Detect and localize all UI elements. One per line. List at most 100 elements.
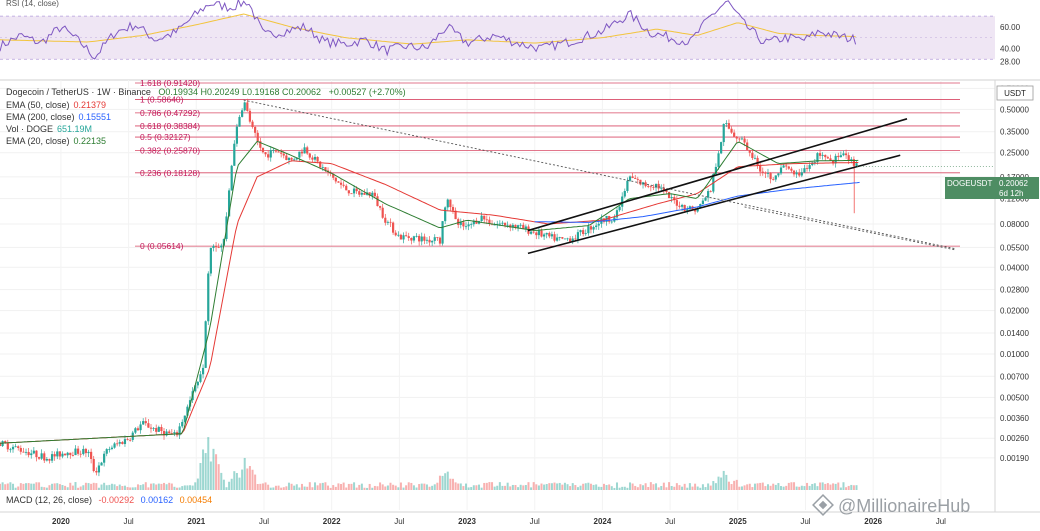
volume-bar [478, 484, 481, 490]
volume-bar [668, 482, 671, 490]
candle-body [342, 184, 345, 186]
candle-body [839, 155, 842, 158]
volume-bar [756, 483, 759, 490]
candle-body [829, 158, 832, 161]
volume-bar [157, 483, 160, 490]
candle-body [306, 147, 309, 154]
candle-body [259, 141, 262, 148]
volume-bar [725, 474, 728, 490]
volume-bar [264, 482, 267, 490]
volume-bar [683, 483, 686, 490]
legend-volume: Vol · DOGE 651.19M [6, 124, 92, 134]
candle-body [425, 239, 429, 241]
candle-body [722, 123, 725, 143]
volume-bar [155, 484, 158, 490]
volume-bar [582, 483, 585, 490]
volume-bar [123, 485, 126, 490]
volume-bar [444, 473, 447, 490]
candle-body [818, 153, 822, 156]
volume-bar [642, 485, 645, 490]
candle-body [217, 247, 220, 249]
volume-bar [829, 484, 832, 490]
volume-bar [274, 485, 277, 490]
volume-bar [181, 486, 184, 490]
candle-body [449, 199, 452, 208]
candle-body [535, 232, 538, 236]
candle-body [170, 433, 173, 434]
volume-bar [720, 477, 723, 490]
volume-bar [110, 483, 113, 490]
y-tick-label: 0.00360 [1000, 414, 1029, 423]
volume-bar [589, 483, 592, 490]
candle-body [785, 165, 788, 167]
candle-body [355, 188, 358, 192]
candle-body [103, 453, 106, 463]
candle-body [316, 156, 319, 162]
volume-bar [467, 487, 470, 490]
candle-body [32, 450, 35, 454]
candle-body [17, 446, 20, 448]
volume-bar [147, 487, 150, 490]
candle-body [584, 233, 587, 235]
y-tick-label: 0.01000 [1000, 350, 1029, 359]
volume-bar [61, 485, 64, 490]
volume-bar [686, 487, 689, 490]
volume-bar [173, 486, 176, 490]
volume-bar [256, 484, 259, 490]
volume-bar [92, 482, 95, 490]
currency-badge[interactable] [996, 85, 1034, 101]
volume-bar [530, 487, 533, 490]
candle-body [6, 443, 9, 450]
volume-bar [777, 483, 780, 490]
x-tick-label: Jul [394, 517, 404, 526]
rsi-title: RSI (14, close) [6, 0, 59, 8]
x-tick-label: 2025 [729, 517, 747, 526]
candle-body [207, 273, 210, 322]
volume-bar [397, 487, 400, 490]
candle-body [105, 449, 108, 454]
volume-bar [360, 483, 363, 490]
volume-bar [334, 486, 337, 490]
volume-bar [290, 483, 293, 490]
volume-bar [623, 486, 626, 490]
volume-bar [561, 484, 564, 490]
candle-body [550, 234, 554, 237]
volume-bar [790, 482, 793, 490]
volume-bar [813, 483, 816, 490]
volume-bar [14, 487, 17, 490]
volume-bar [748, 483, 751, 490]
volume-bar [543, 484, 546, 490]
volume-bar [324, 482, 327, 490]
candle-body [483, 215, 486, 220]
candle-body [670, 197, 673, 199]
candle-body [639, 179, 642, 185]
candle-body [626, 180, 629, 191]
candle-body [45, 459, 48, 461]
volume-bar [186, 485, 189, 490]
volume-bar [722, 470, 725, 490]
volume-bar [196, 478, 199, 490]
candle-body [313, 156, 317, 160]
volume-bar [35, 482, 38, 490]
candle-body [378, 206, 382, 208]
volume-bar [97, 487, 100, 490]
volume-bar [251, 469, 254, 490]
candle-body [280, 152, 283, 154]
y-tick-label: 0.08000 [1000, 220, 1029, 229]
candle-body [384, 217, 387, 223]
volume-bar [545, 484, 548, 490]
volume-bar [160, 483, 163, 490]
candle-body [730, 128, 733, 133]
candle-body [769, 173, 772, 180]
candle-body [686, 209, 689, 211]
volume-bar [405, 485, 408, 490]
volume-bar [373, 485, 376, 490]
candle-body [569, 238, 572, 242]
volume-bar [675, 483, 678, 490]
candle-body [381, 207, 384, 218]
candle-body [748, 149, 751, 153]
volume-bar [517, 487, 520, 490]
volume-bar [832, 483, 835, 490]
candle-body [214, 245, 218, 248]
